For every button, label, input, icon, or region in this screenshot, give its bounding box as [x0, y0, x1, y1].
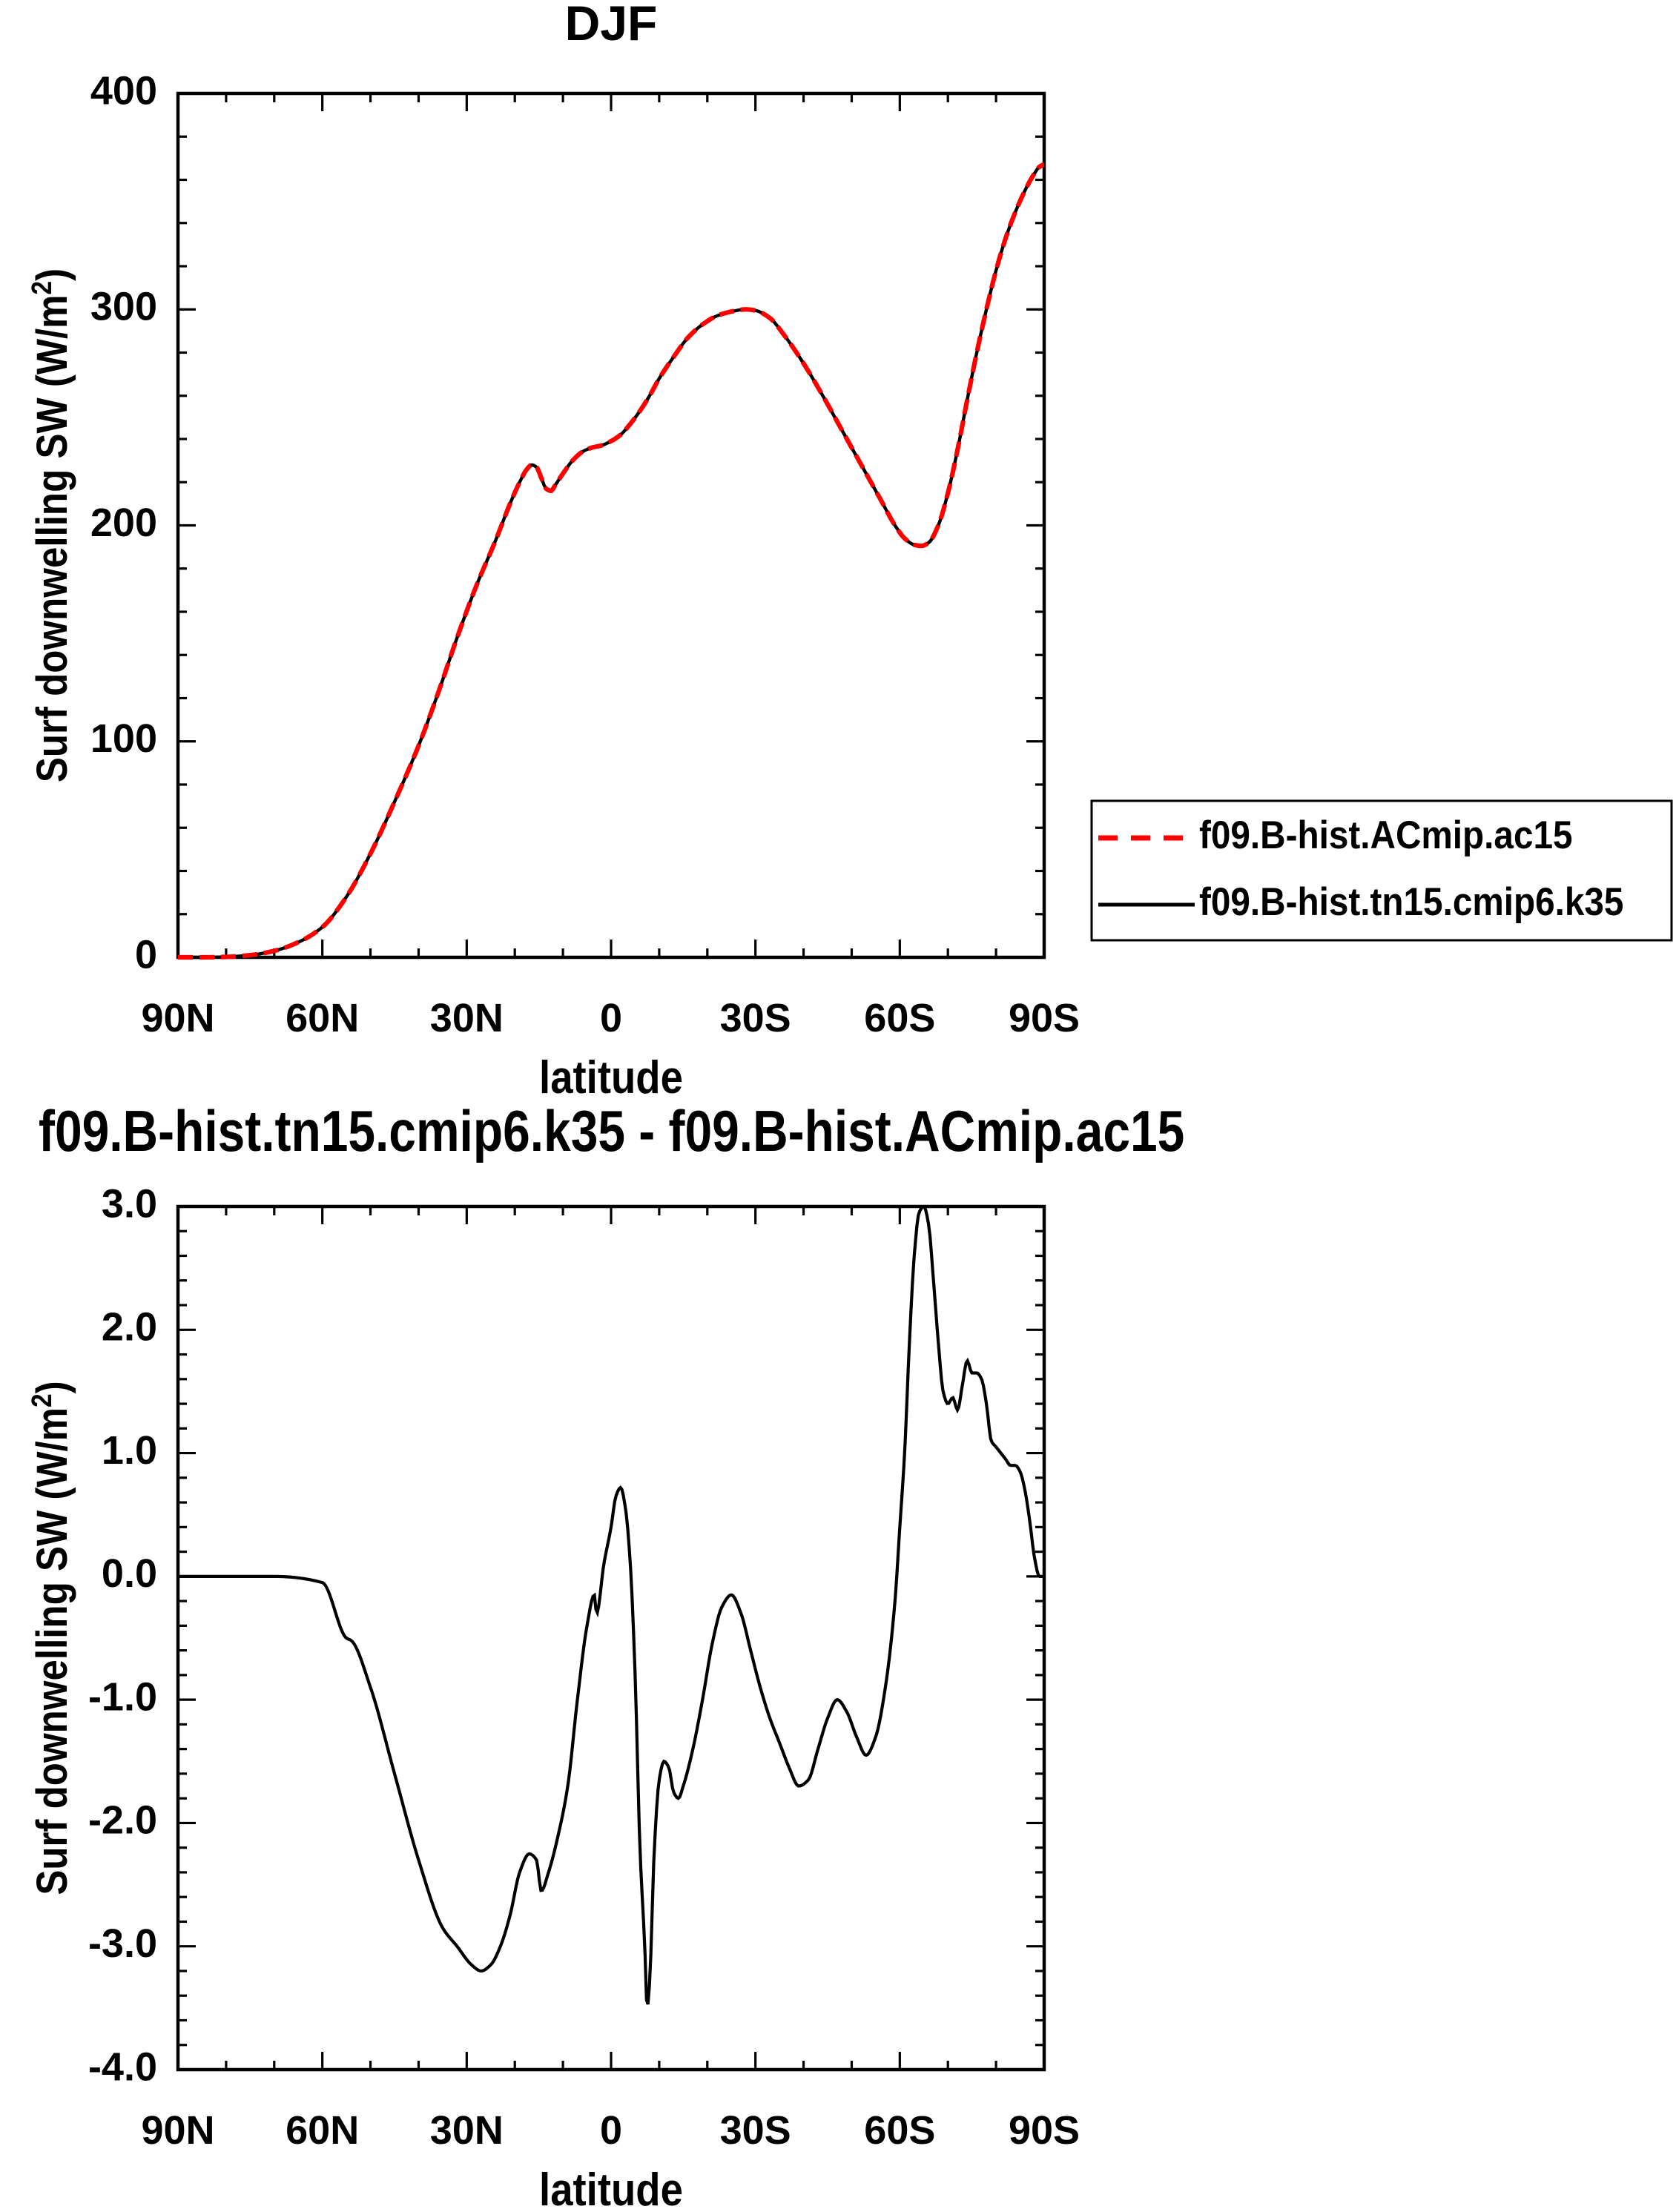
svg-text:200: 200	[90, 501, 157, 545]
svg-text:0: 0	[600, 996, 622, 1040]
svg-text:30S: 30S	[720, 996, 791, 1040]
svg-text:60S: 60S	[864, 996, 935, 1040]
svg-text:-1.0: -1.0	[88, 1674, 157, 1719]
svg-text:f09.B-hist.ACmip.ac15: f09.B-hist.ACmip.ac15	[1199, 813, 1573, 857]
svg-text:60S: 60S	[864, 2108, 935, 2153]
svg-text:100: 100	[90, 716, 157, 761]
svg-text:latitude: latitude	[539, 2165, 683, 2208]
svg-text:30N: 30N	[430, 2108, 504, 2153]
svg-text:-4.0: -4.0	[88, 2044, 157, 2089]
svg-text:f09.B-hist.tn15.cmip6.k35 - f0: f09.B-hist.tn15.cmip6.k35 - f09.B-hist.A…	[39, 1100, 1184, 1163]
svg-text:90N: 90N	[141, 2108, 214, 2153]
svg-text:0.0: 0.0	[102, 1551, 157, 1596]
svg-text:3.0: 3.0	[102, 1181, 157, 1226]
svg-text:1.0: 1.0	[102, 1428, 157, 1473]
svg-text:Surf downwelling SW (W/m2): Surf downwelling SW (W/m2)	[26, 268, 76, 782]
svg-text:60N: 60N	[286, 996, 359, 1040]
svg-text:DJF: DJF	[565, 0, 658, 50]
svg-text:0: 0	[600, 2108, 622, 2153]
svg-text:400: 400	[90, 68, 157, 113]
svg-text:Surf downwelling SW (W/m2): Surf downwelling SW (W/m2)	[26, 1381, 76, 1895]
svg-text:2.0: 2.0	[102, 1305, 157, 1350]
svg-text:90N: 90N	[141, 996, 214, 1040]
svg-text:30S: 30S	[720, 2108, 791, 2153]
svg-text:-2.0: -2.0	[88, 1798, 157, 1843]
svg-text:90S: 90S	[1009, 996, 1080, 1040]
svg-text:0: 0	[135, 932, 157, 977]
svg-text:30N: 30N	[430, 996, 504, 1040]
svg-text:90S: 90S	[1009, 2108, 1080, 2153]
svg-text:f09.B-hist.tn15.cmip6.k35: f09.B-hist.tn15.cmip6.k35	[1199, 879, 1623, 924]
svg-text:latitude: latitude	[539, 1052, 683, 1103]
svg-text:-3.0: -3.0	[88, 1921, 157, 1966]
svg-text:60N: 60N	[286, 2108, 359, 2153]
svg-text:300: 300	[90, 285, 157, 329]
